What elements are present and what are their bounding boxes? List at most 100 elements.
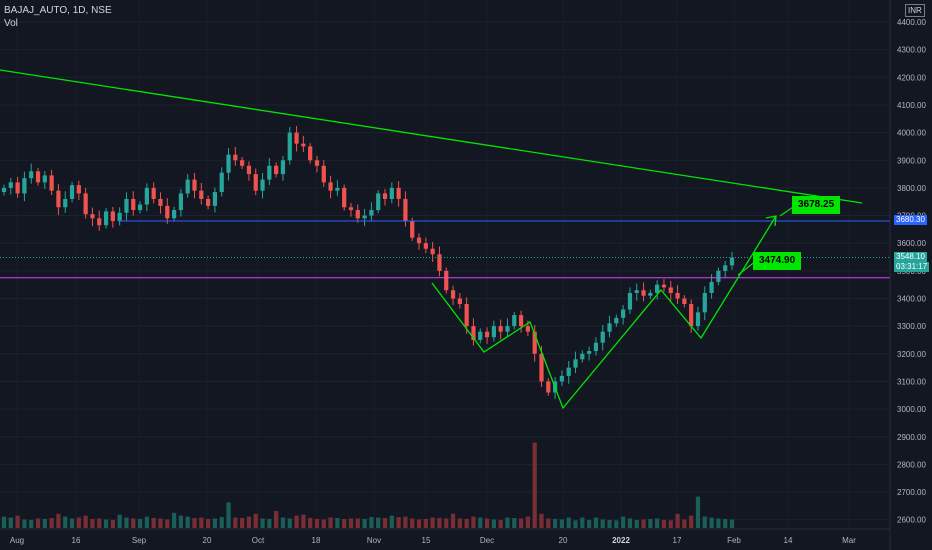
volume-bar	[240, 518, 245, 528]
last-price-axis-tag: 3548.10	[894, 252, 927, 262]
candle-body	[729, 257, 735, 266]
volume-bar	[525, 516, 530, 528]
volume-bar	[56, 513, 61, 528]
candle-body	[559, 375, 565, 382]
x-tick-label: Feb	[727, 536, 741, 545]
candle-body	[607, 323, 612, 332]
candle-body	[682, 298, 687, 305]
candle-body	[627, 292, 633, 310]
volume-bar	[382, 518, 388, 528]
candle-body	[525, 326, 530, 332]
pattern-path	[431, 215, 777, 410]
volume-bar	[335, 518, 340, 528]
candle-body	[362, 215, 367, 219]
candle-body	[348, 207, 354, 211]
candle-body	[444, 270, 449, 291]
volume-bar	[634, 519, 639, 528]
candle-body	[423, 243, 428, 249]
candle-body	[158, 198, 163, 206]
countdown-axis-tag: 03:31:17	[894, 262, 930, 272]
candle-body	[600, 331, 605, 343]
volume-bar	[8, 517, 13, 528]
volume-bar	[729, 519, 735, 528]
candle-body	[709, 281, 714, 293]
volume-bar	[505, 517, 510, 528]
x-tick-label: Aug	[10, 536, 24, 545]
candle-body	[103, 211, 109, 226]
volume-bar	[614, 520, 619, 528]
candle-body	[29, 171, 34, 179]
candle-body	[484, 331, 490, 338]
volume-bar	[348, 518, 354, 528]
time-axis[interactable]: Aug 16 Sep 20 Oct 18 Nov 15 Dec 20 2022 17 Feb 14 Mar	[10, 536, 856, 545]
volume-bar	[97, 518, 102, 528]
volume-bar	[76, 517, 81, 528]
volume-bar	[15, 515, 20, 528]
volume-bar	[655, 518, 660, 528]
candle-body	[464, 304, 469, 327]
candle-body	[233, 154, 238, 161]
volume-bar	[709, 517, 714, 528]
volume-bar	[294, 515, 299, 528]
candle-body	[42, 175, 47, 183]
candle-body	[280, 160, 286, 175]
y-tick-label: 2900.00	[897, 433, 926, 442]
candle-body	[185, 179, 190, 194]
target-price-label[interactable]: 3678.25	[792, 196, 841, 214]
volume-bar	[464, 518, 469, 528]
volume-label[interactable]: Vol	[4, 18, 18, 29]
candle-body	[321, 165, 326, 183]
volume-bar	[484, 518, 490, 528]
price-axis[interactable]: 4400.00 4300.00 4200.00 4100.00 4000.00 3900.…	[889, 0, 926, 550]
candle-body	[457, 298, 462, 305]
y-tick-label: 4400.00	[897, 18, 926, 27]
x-tick-label: Dec	[480, 536, 494, 545]
volume-bar	[171, 512, 177, 528]
volume-bars	[1, 442, 735, 528]
neckline-price-label[interactable]: 3474.90	[753, 252, 802, 270]
volume-bar	[444, 518, 449, 528]
volume-bar	[593, 517, 599, 528]
volume-bar	[178, 515, 184, 528]
candle-body	[206, 198, 211, 206]
candle-body	[641, 290, 646, 296]
y-tick-label: 2700.00	[897, 488, 926, 497]
candle-body	[131, 198, 136, 211]
volume-bar	[437, 518, 442, 528]
candle-body	[614, 317, 619, 324]
volume-bar	[450, 513, 456, 528]
volume-bar	[22, 519, 27, 528]
candle-body	[308, 146, 313, 161]
candle-body	[240, 160, 245, 166]
volume-bar	[212, 518, 218, 528]
candle-body	[83, 193, 88, 215]
x-tick-label: 20	[203, 536, 212, 545]
candle-body	[689, 304, 694, 327]
volume-bar	[83, 515, 88, 528]
candle-body	[335, 187, 340, 191]
candle-body	[661, 284, 667, 288]
candle-body	[634, 290, 639, 293]
volume-bar	[1, 516, 7, 528]
volume-bar	[206, 518, 211, 528]
volume-bar	[478, 517, 483, 528]
x-tick-label: 15	[422, 536, 431, 545]
symbol-title[interactable]: BAJAJ_AUTO, 1D, NSE	[4, 5, 112, 16]
volume-bar	[518, 518, 524, 528]
trendline	[0, 69, 863, 204]
volume-bar	[185, 516, 190, 528]
candle-body	[471, 326, 476, 340]
candle-body	[621, 309, 626, 318]
y-tick-label: 3300.00	[897, 322, 926, 331]
drawing-lines[interactable]	[0, 69, 890, 410]
volume-bar	[226, 502, 231, 528]
candle-body	[382, 193, 388, 199]
candle-body	[171, 210, 177, 219]
candle-body	[716, 270, 721, 282]
volume-bar	[110, 519, 115, 528]
y-tick-label: 3400.00	[897, 295, 926, 304]
volume-bar	[342, 518, 347, 528]
volume-bar	[695, 496, 701, 528]
volume-bar	[158, 518, 163, 528]
